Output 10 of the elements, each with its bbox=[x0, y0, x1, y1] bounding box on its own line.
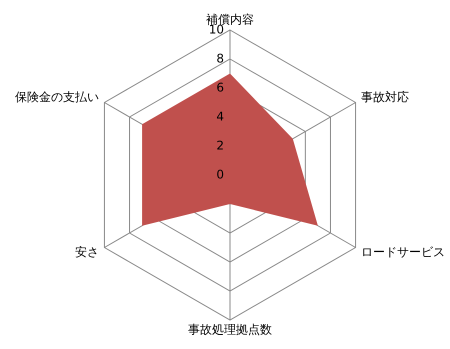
spoke-label: 保険金の支払い bbox=[15, 90, 100, 104]
y-tick-label: 8 bbox=[216, 51, 224, 66]
spoke-label: 事故処理拠点数 bbox=[188, 322, 272, 336]
spoke-label: ロードサービス bbox=[360, 244, 445, 259]
y-tick-label: 0 bbox=[216, 167, 224, 182]
y-tick-label: 4 bbox=[216, 109, 224, 124]
y-tick-label: 6 bbox=[216, 80, 224, 94]
spoke-label: 事故対応 bbox=[360, 90, 409, 104]
y-tick-label: 2 bbox=[216, 138, 224, 152]
spoke-label: 安さ bbox=[75, 244, 100, 259]
